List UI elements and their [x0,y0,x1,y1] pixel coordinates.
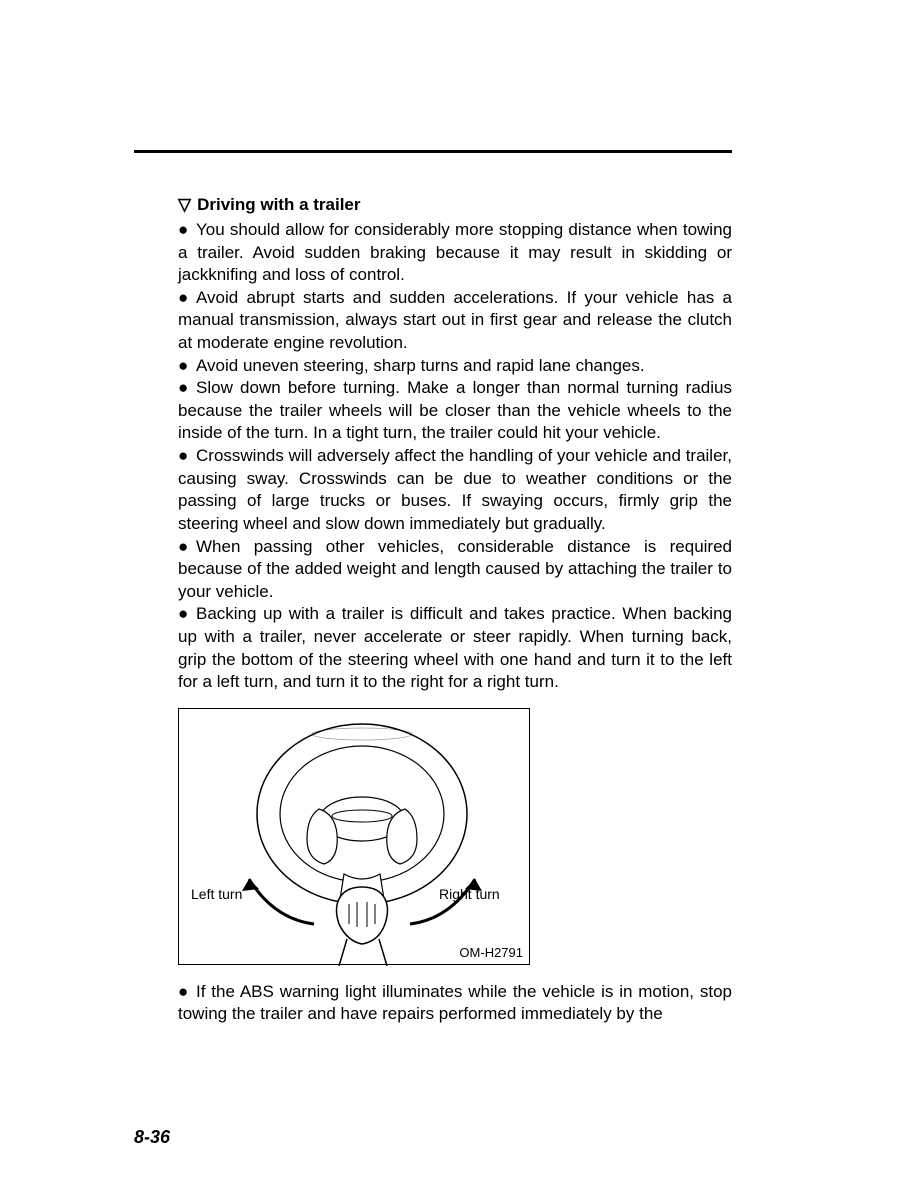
bullet-item: ●If the ABS warning light illuminates wh… [178,981,732,1026]
bullet-text: When passing other vehicles, considerabl… [178,537,732,601]
top-rule [134,150,732,153]
bullet-item: ●Backing up with a trailer is difficult … [178,603,732,693]
bullet-item: ●Crosswinds will adversely affect the ha… [178,445,732,535]
bullet-dot: ● [178,377,196,400]
bullet-dot: ● [178,219,196,242]
heading-title: Driving with a trailer [197,195,360,214]
bullet-text: You should allow for considerably more s… [178,220,732,284]
page-number: 8-36 [134,1127,170,1148]
bullet-dot: ● [178,445,196,468]
bullet-item: ●Slow down before turning. Make a longer… [178,377,732,445]
steering-wheel-figure: Left turn Right turn OM-H2791 [178,708,530,965]
page-content: ▽Driving with a trailer ●You should allo… [134,150,732,1026]
figure-code: OM-H2791 [459,945,523,960]
bullet-text: Avoid uneven steering, sharp turns and r… [196,356,645,375]
bullet-dot: ● [178,355,196,378]
bullet-item: ●You should allow for considerably more … [178,219,732,287]
steering-wheel-svg [179,709,531,966]
bullet-dot: ● [178,536,196,559]
bullet-text: Slow down before turning. Make a longer … [178,378,732,442]
figure-left-label: Left turn [191,886,242,902]
bullet-text: Avoid abrupt starts and sudden accelerat… [178,288,732,352]
bullet-item: ●Avoid uneven steering, sharp turns and … [178,355,732,378]
bullet-dot: ● [178,981,196,1004]
bullet-text: Backing up with a trailer is difficult a… [178,604,732,691]
heading-marker: ▽ [178,195,191,215]
body-content: ▽Driving with a trailer ●You should allo… [134,195,732,1026]
bullet-text: Crosswinds will adversely affect the han… [178,446,732,533]
bullet-item: ●Avoid abrupt starts and sudden accelera… [178,287,732,355]
bullet-text: If the ABS warning light illuminates whi… [178,982,732,1024]
bullet-dot: ● [178,603,196,626]
bullet-item: ●When passing other vehicles, considerab… [178,536,732,604]
section-heading: ▽ Driving with a trailer [178,195,732,215]
figure-right-label: Right turn [439,886,500,902]
bullet-dot: ● [178,287,196,310]
